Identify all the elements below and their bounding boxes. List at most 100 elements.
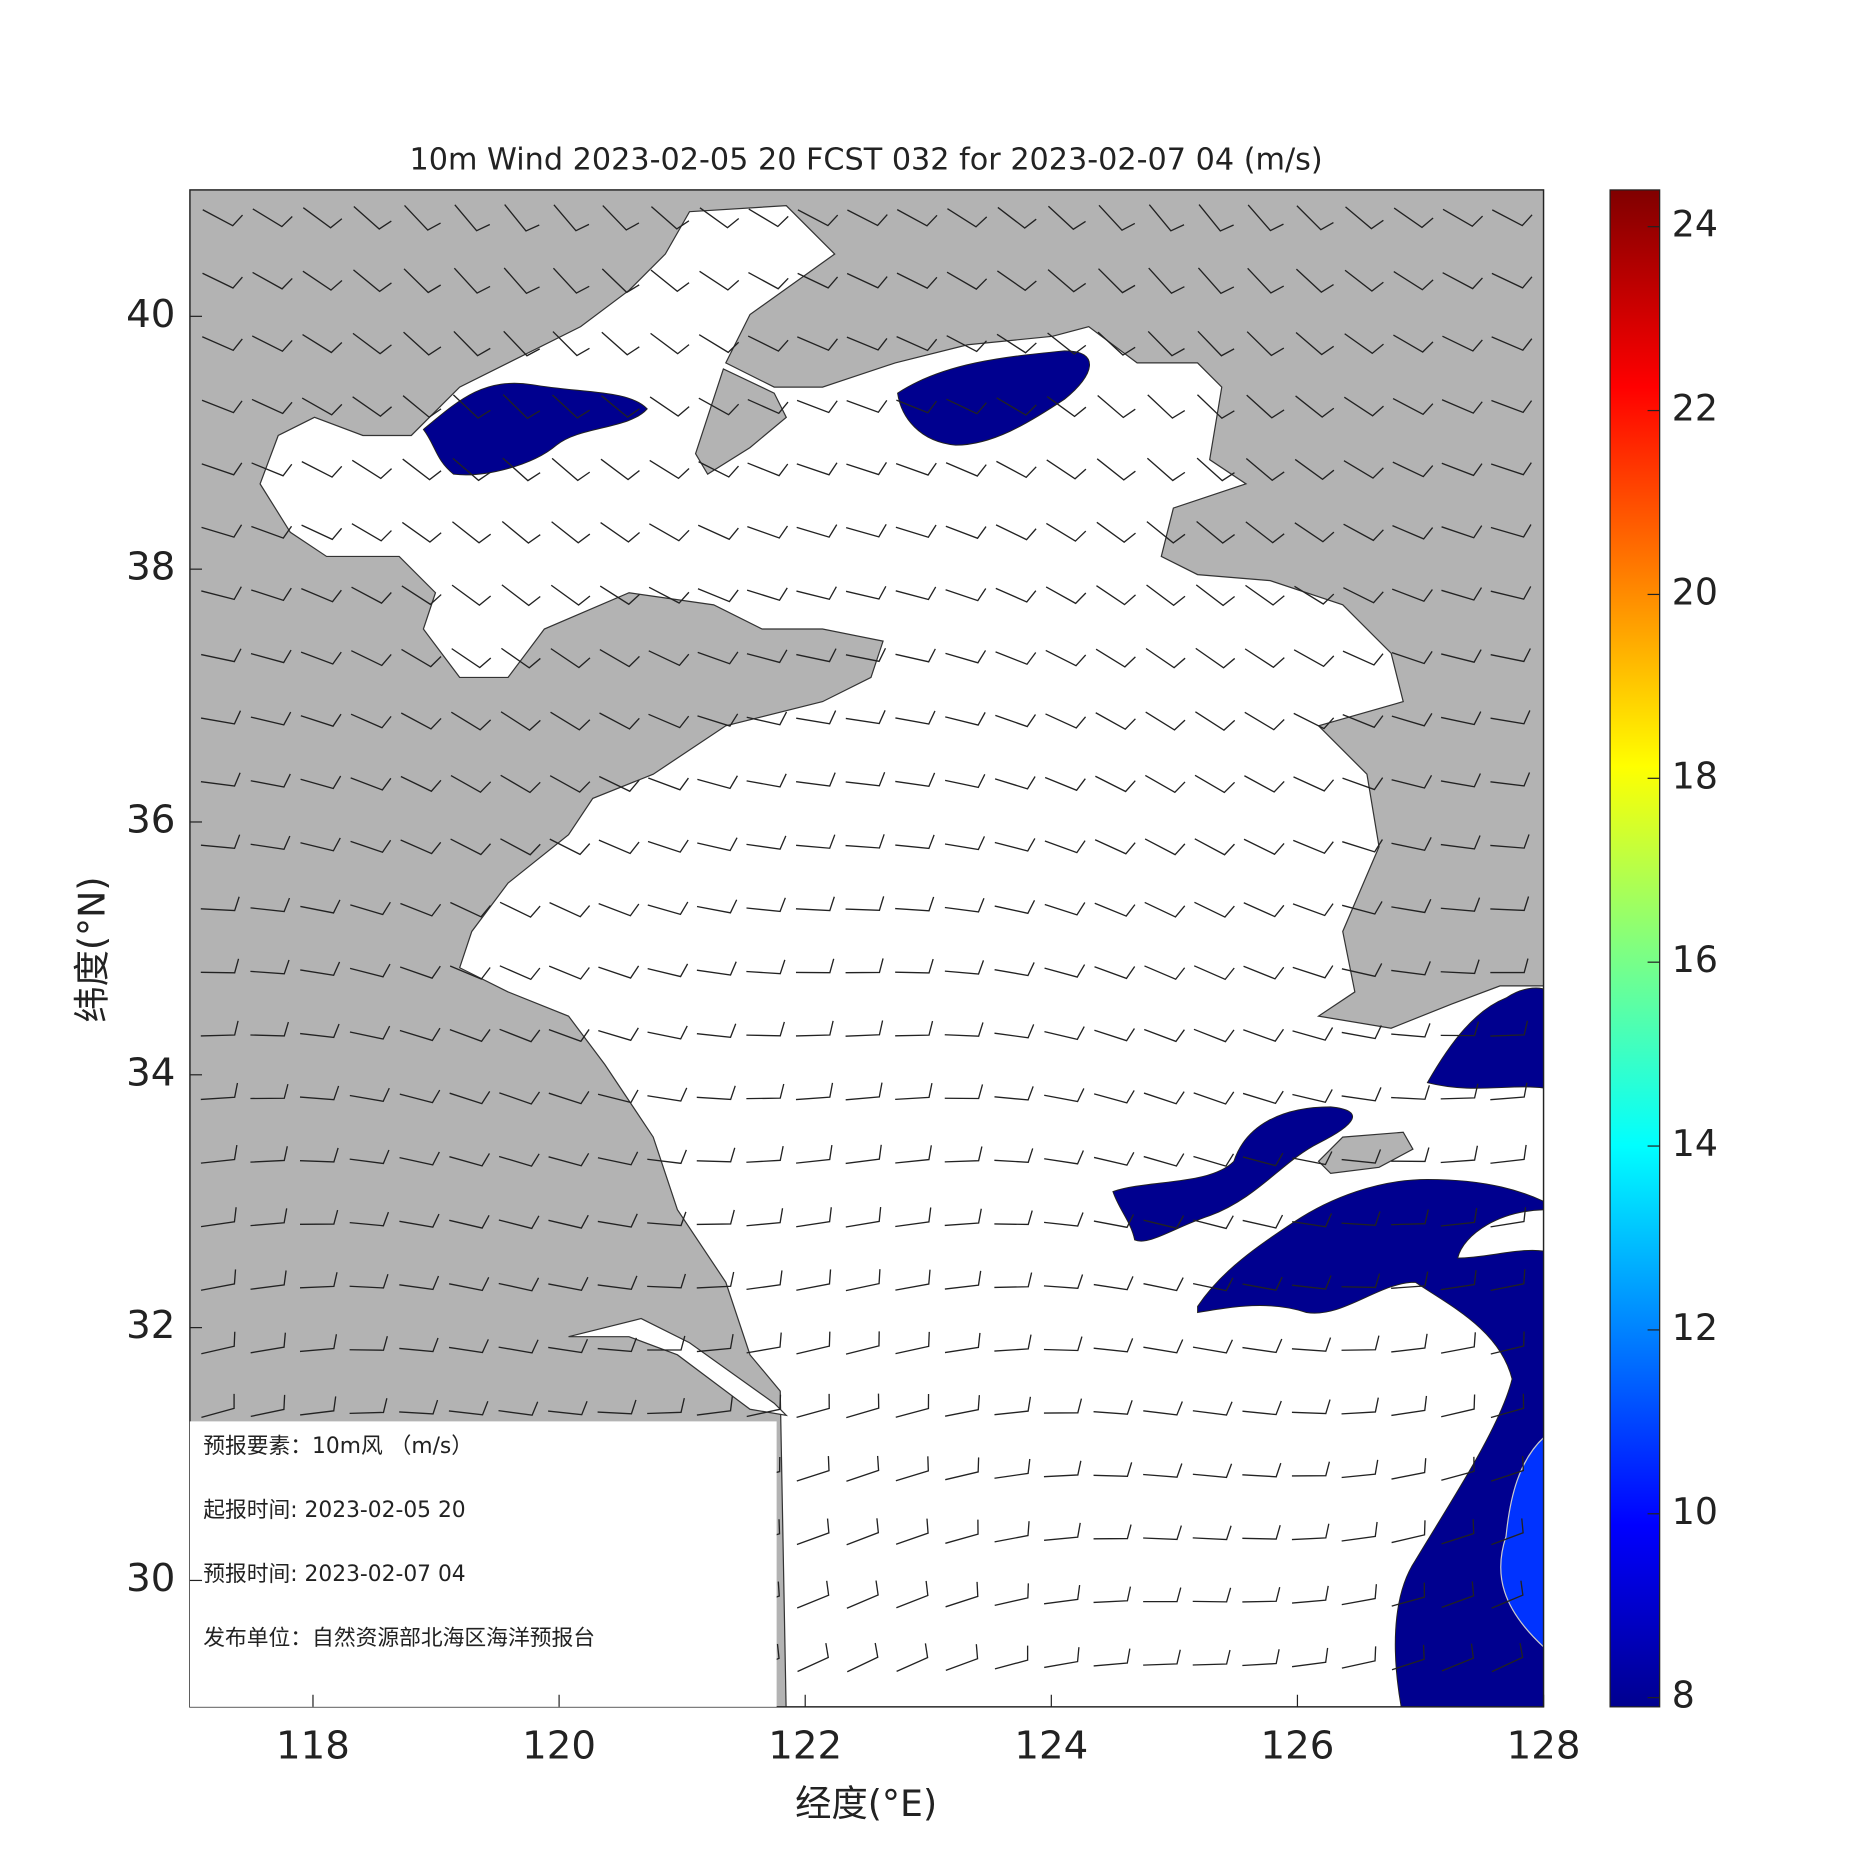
wind-barb	[895, 1394, 930, 1418]
wind-barb	[944, 1022, 984, 1037]
wind-barb	[846, 461, 888, 476]
wind-barb	[1441, 1643, 1475, 1672]
wind-barb	[647, 1211, 687, 1227]
wind-barb	[946, 335, 987, 353]
wind-barb	[746, 1332, 782, 1354]
wind-barb	[252, 271, 293, 290]
wind-barb	[1192, 1649, 1231, 1666]
wind-barb	[1143, 1587, 1182, 1603]
wind-barb	[1442, 335, 1483, 352]
wind-barb	[601, 268, 640, 294]
wind-barb	[549, 775, 591, 793]
wind-barb	[1440, 773, 1482, 788]
wind-barb	[1490, 1144, 1527, 1164]
wind-barb	[746, 1394, 782, 1418]
wind-barb	[797, 209, 839, 227]
wind-barb	[550, 584, 591, 606]
wind-barb	[349, 1149, 390, 1165]
wind-barb	[1047, 269, 1087, 293]
colorbar-tick-label: 16	[1672, 938, 1718, 981]
wind-barb	[946, 398, 987, 415]
colorbar-tick-label: 12	[1672, 1306, 1718, 1349]
wind-barb	[1046, 459, 1087, 480]
wind-barb	[1247, 267, 1285, 294]
wind-barb	[1192, 1401, 1233, 1416]
wind-barb	[796, 648, 837, 663]
wind-barb	[1093, 1338, 1134, 1353]
wind-barb	[1197, 267, 1235, 295]
wind-barb	[1491, 336, 1533, 352]
wind-barb	[1341, 963, 1383, 978]
wind-barb	[945, 1519, 979, 1544]
wind-barb	[1148, 267, 1185, 295]
wind-barb	[451, 648, 492, 669]
wind-barb	[399, 965, 441, 979]
wind-barb	[1490, 462, 1532, 476]
wind-barb	[250, 1083, 289, 1100]
wind-barb	[403, 268, 442, 294]
wind-barb	[1044, 1212, 1084, 1227]
wind-barb	[1441, 587, 1483, 601]
wind-barb	[1144, 1028, 1185, 1043]
wind-barb	[994, 1024, 1035, 1039]
wind-barb	[352, 396, 392, 417]
wind-barb	[1043, 1460, 1082, 1478]
wind-barb	[600, 522, 640, 543]
wind-barb	[1292, 1089, 1333, 1104]
wind-barb	[1093, 1090, 1135, 1104]
x-axis-label: 经度(°E)	[795, 1782, 937, 1825]
wind-barb	[548, 1214, 589, 1229]
wind-barb	[300, 651, 342, 665]
wind-barb	[945, 462, 987, 477]
wind-barb	[647, 1273, 687, 1289]
wind-barb	[746, 959, 786, 975]
wind-barb	[1242, 1400, 1282, 1416]
wind-barb	[1391, 1395, 1428, 1417]
wind-barb	[1292, 1213, 1333, 1228]
wind-barb	[1441, 1519, 1475, 1545]
wind-barb	[995, 651, 1037, 666]
wind-barb	[1441, 1456, 1475, 1481]
wind-barb	[1294, 458, 1335, 481]
wind-barb	[548, 1029, 590, 1043]
wind-barb	[1490, 1393, 1525, 1419]
wind-barb	[846, 1642, 879, 1673]
wind-barb	[1242, 1338, 1283, 1354]
wind-barb	[1143, 1649, 1181, 1666]
wind-barb	[944, 774, 986, 789]
wind-barb	[1197, 330, 1235, 357]
wind-barb	[1391, 588, 1433, 603]
wind-barb	[1341, 1646, 1377, 1669]
wind-barb	[845, 710, 886, 725]
wind-barb	[944, 1270, 982, 1290]
wind-barb	[201, 462, 243, 476]
wind-barb	[1143, 1463, 1183, 1478]
colorbar-tick-label: 18	[1672, 754, 1718, 797]
wind-barb	[349, 1087, 390, 1103]
wind-barb	[896, 209, 938, 227]
wind-barb	[697, 713, 739, 727]
wind-barb	[499, 1028, 541, 1043]
wind-barb	[1490, 710, 1531, 725]
wind-barb	[1292, 903, 1334, 917]
wind-barb	[845, 1082, 883, 1101]
wind-barb	[1047, 205, 1086, 231]
wind-barb	[1043, 1398, 1083, 1414]
wind-barb	[299, 1334, 338, 1353]
wind-barb	[1245, 521, 1285, 544]
wind-barb	[1393, 207, 1434, 229]
wind-barb	[503, 330, 541, 357]
wind-barb	[1194, 901, 1235, 918]
wind-barb	[597, 1275, 638, 1290]
wind-barb	[796, 1144, 833, 1164]
wind-barb	[499, 965, 541, 981]
wind-barb	[1144, 774, 1186, 794]
wind-barb	[648, 713, 690, 729]
wind-barb	[201, 1331, 236, 1355]
wind-barb	[1391, 961, 1431, 976]
land	[694, 368, 788, 476]
wind-barb	[747, 462, 789, 477]
wind-barb	[1393, 334, 1434, 353]
wind-barb	[895, 1145, 932, 1164]
wind-barb	[1342, 777, 1384, 791]
